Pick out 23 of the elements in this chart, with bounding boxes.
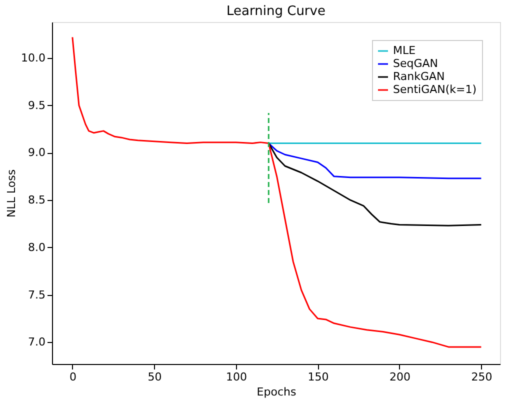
legend-label: MLE	[393, 44, 416, 57]
y-tick-label: 10.0	[21, 52, 46, 64]
line-series	[72, 36, 482, 348]
y-tick-label: 8.0	[28, 240, 46, 254]
y-tick-label: 7.5	[28, 288, 46, 302]
x-tick-label: 50	[148, 370, 162, 384]
chart-title: Learning Curve	[226, 4, 326, 19]
x-tick-label: 200	[389, 370, 410, 384]
x-tick-label: 150	[308, 370, 329, 384]
y-tick-label: 7.0	[28, 336, 46, 349]
x-axis-title: Epochs	[256, 386, 296, 398]
y-tick-label: 9.0	[28, 146, 46, 160]
legend-label: RankGAN	[393, 70, 445, 83]
legend-label: SeqGAN	[393, 57, 438, 70]
y-tick-label: 8.5	[28, 194, 46, 207]
y-axis-title: NLL Loss	[5, 169, 18, 218]
line-series	[268, 142, 482, 226]
x-tick-label: 0	[69, 370, 76, 384]
y-tick-label: 9.5	[28, 98, 46, 112]
x-tick-label: 250	[471, 370, 492, 384]
x-tick-label: 100	[226, 370, 247, 384]
line-series	[268, 142, 482, 180]
legend-label: SentiGAN(k=1)	[393, 83, 477, 96]
